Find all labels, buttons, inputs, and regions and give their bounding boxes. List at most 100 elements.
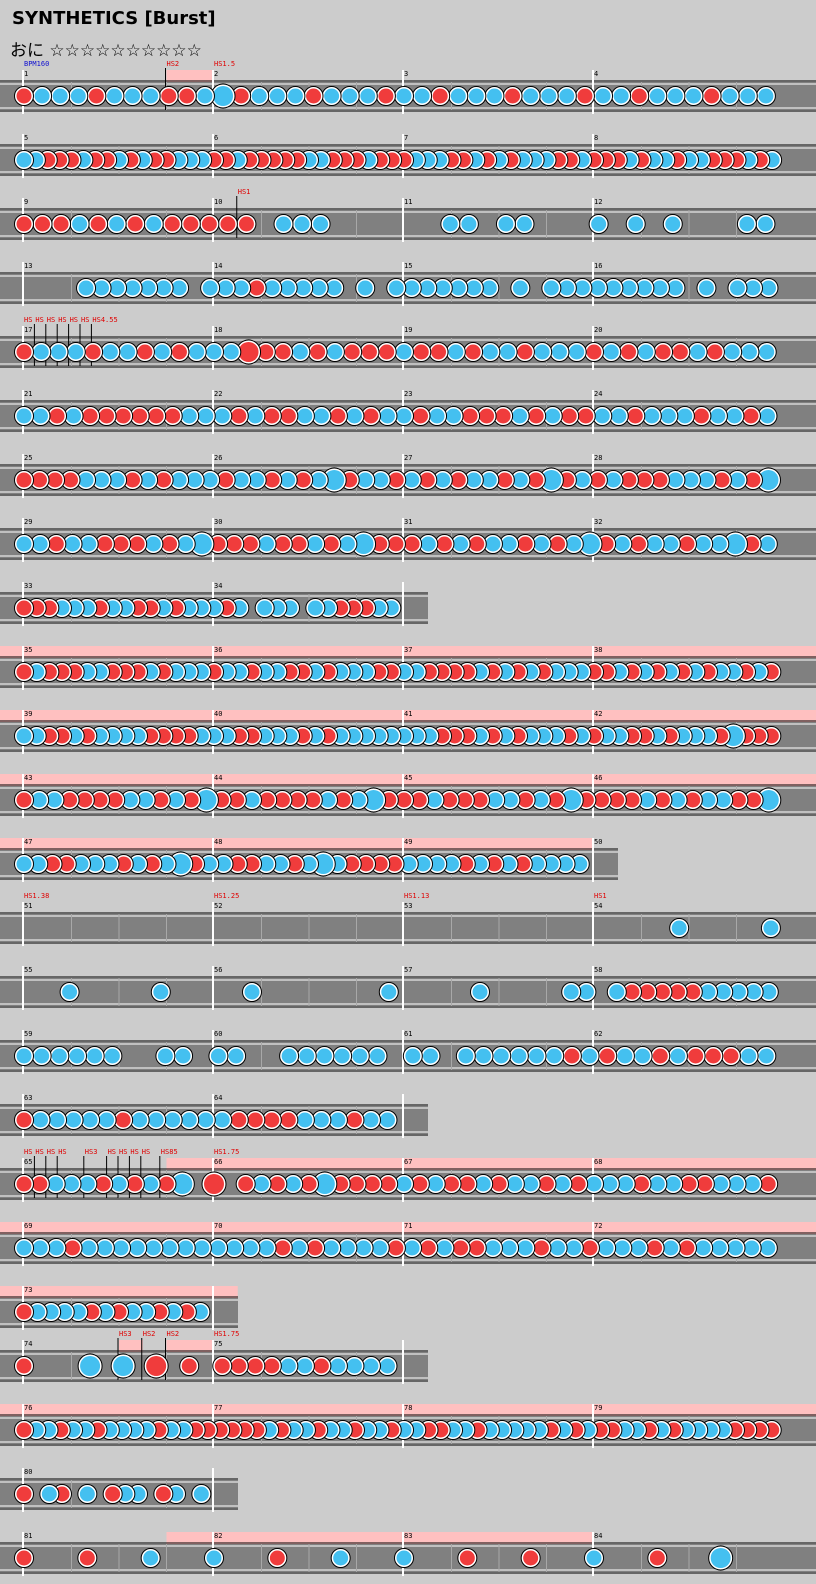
ka-note xyxy=(466,472,482,488)
ka-note xyxy=(415,856,431,872)
measure-number: 3 xyxy=(404,70,408,78)
measure-number: 81 xyxy=(24,1532,32,1540)
ka-note xyxy=(745,280,761,296)
event-label: HS xyxy=(58,1148,66,1156)
don-note xyxy=(137,344,153,360)
don-note xyxy=(210,536,226,552)
ka-note xyxy=(140,280,156,296)
don-note xyxy=(387,856,402,872)
ka-note xyxy=(287,88,303,104)
ka-note xyxy=(450,88,466,104)
ka-note xyxy=(146,216,162,232)
ka-big-note xyxy=(758,470,779,490)
measure-number: 11 xyxy=(404,198,412,206)
don-note xyxy=(280,1112,296,1128)
ka-big-note xyxy=(561,790,582,810)
ka-note xyxy=(178,536,194,552)
ka-note xyxy=(502,792,518,808)
don-note xyxy=(533,1240,549,1256)
don-note xyxy=(274,792,290,808)
don-note xyxy=(290,792,306,808)
ka-note xyxy=(187,472,203,488)
ka-note xyxy=(198,408,214,424)
ka-note xyxy=(372,1240,388,1256)
ka-note xyxy=(700,984,716,1000)
ka-note xyxy=(476,1048,492,1064)
ka-note xyxy=(404,472,420,488)
measure-number: 2 xyxy=(214,70,218,78)
ka-note xyxy=(741,1048,757,1064)
don-note xyxy=(590,472,606,488)
don-note xyxy=(95,1176,111,1192)
ka-note xyxy=(541,88,557,104)
ka-note xyxy=(109,216,125,232)
ka-note xyxy=(690,344,706,360)
ka-note xyxy=(307,600,323,616)
measure-number: 10 xyxy=(214,198,222,206)
don-note xyxy=(16,88,32,104)
ka-note xyxy=(379,1112,395,1128)
don-note xyxy=(652,1048,668,1064)
ka-note xyxy=(453,536,469,552)
ka-note xyxy=(379,1358,395,1374)
event-label: HS1.38 xyxy=(24,892,49,900)
don-note xyxy=(310,344,326,360)
measure-number: 49 xyxy=(404,838,412,846)
don-big-note xyxy=(204,1174,224,1194)
ka-note xyxy=(32,536,48,552)
event-label: HS xyxy=(70,316,78,324)
ka-note xyxy=(99,1112,115,1128)
don-note xyxy=(16,1112,32,1128)
ka-note xyxy=(486,88,502,104)
ka-note xyxy=(591,216,607,232)
don-note xyxy=(132,408,148,424)
ka-note xyxy=(357,472,373,488)
ka-note xyxy=(598,1240,614,1256)
ka-note xyxy=(249,472,265,488)
measure-number: 76 xyxy=(24,1404,32,1412)
ka-note xyxy=(181,408,197,424)
ka-note xyxy=(373,472,389,488)
ka-big-note xyxy=(80,1356,101,1376)
ka-note xyxy=(578,984,594,1000)
ka-note xyxy=(533,792,549,808)
ka-note xyxy=(16,536,32,552)
ka-note xyxy=(381,984,397,1000)
don-note xyxy=(45,856,60,872)
ka-note xyxy=(206,344,222,360)
ka-note xyxy=(760,536,776,552)
ka-note xyxy=(472,984,488,1000)
measure-number: 61 xyxy=(404,1030,412,1038)
ka-note xyxy=(710,408,726,424)
ka-note xyxy=(414,88,430,104)
ka-note xyxy=(475,1176,491,1192)
ka-note xyxy=(730,984,746,1000)
ka-note xyxy=(320,792,336,808)
don-note xyxy=(630,536,646,552)
event-label: HS1 xyxy=(594,892,607,900)
ka-note xyxy=(129,1240,145,1256)
ka-note xyxy=(52,88,68,104)
don-note xyxy=(577,88,593,104)
don-note xyxy=(685,984,701,1000)
ka-note xyxy=(663,1240,679,1256)
ka-note xyxy=(285,1176,301,1192)
don-note xyxy=(99,408,115,424)
don-note xyxy=(323,536,339,552)
don-note xyxy=(570,1176,586,1192)
don-note xyxy=(649,1550,665,1566)
ka-note xyxy=(396,408,412,424)
don-note xyxy=(670,984,686,1000)
ka-note xyxy=(401,856,417,872)
ka-big-note xyxy=(541,470,562,490)
ka-note xyxy=(396,344,412,360)
ka-note xyxy=(193,1486,209,1502)
ka-note xyxy=(715,792,731,808)
don-note xyxy=(344,856,360,872)
don-note xyxy=(578,408,594,424)
don-note xyxy=(598,536,614,552)
ka-note xyxy=(711,536,727,552)
ka-note xyxy=(330,1112,346,1128)
ka-note xyxy=(543,280,559,296)
don-note xyxy=(65,1240,81,1256)
